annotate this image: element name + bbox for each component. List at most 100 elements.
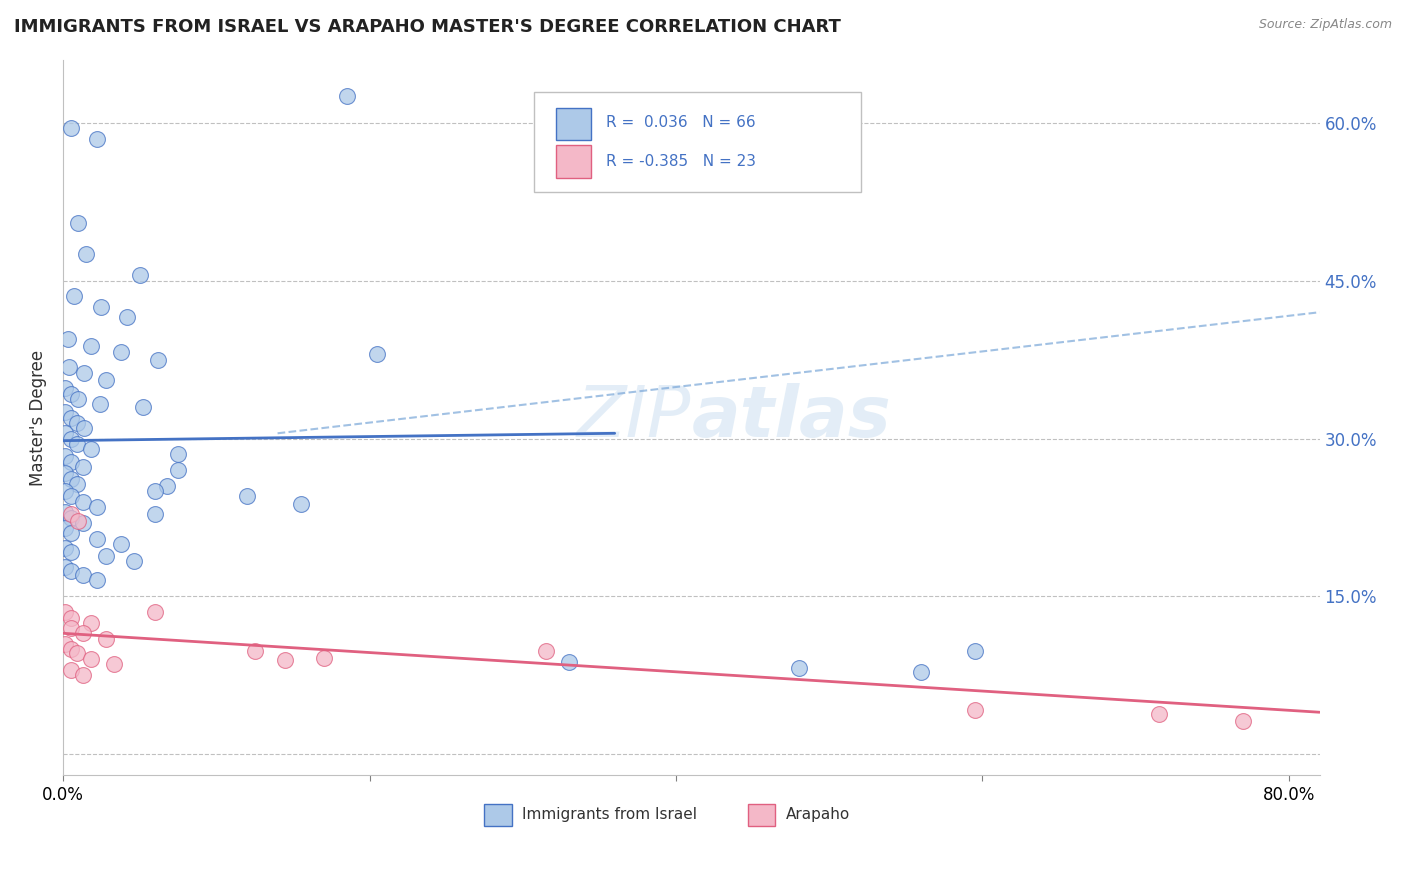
Point	[103, 657, 125, 671]
Point	[1232, 714, 1254, 728]
Point	[79, 339, 101, 353]
Point	[72, 494, 94, 508]
Point	[94, 632, 117, 646]
Point	[53, 484, 76, 499]
Point	[86, 500, 108, 514]
Point	[53, 467, 76, 481]
Point	[53, 505, 76, 519]
Point	[53, 637, 76, 651]
Text: atlas: atlas	[692, 383, 891, 452]
Point	[53, 605, 76, 619]
Point	[167, 463, 190, 477]
Point	[59, 121, 82, 136]
Text: Source: ZipAtlas.com: Source: ZipAtlas.com	[1258, 18, 1392, 31]
Point	[73, 421, 96, 435]
Point	[110, 537, 132, 551]
Point	[117, 310, 139, 325]
Point	[59, 610, 82, 624]
Point	[59, 526, 82, 541]
Text: IMMIGRANTS FROM ISRAEL VS ARAPAHO MASTER'S DEGREE CORRELATION CHART: IMMIGRANTS FROM ISRAEL VS ARAPAHO MASTER…	[14, 18, 841, 36]
Point	[143, 508, 166, 522]
Point	[59, 432, 82, 446]
FancyBboxPatch shape	[534, 92, 860, 192]
Point	[963, 644, 986, 658]
Point	[53, 560, 76, 574]
Point	[110, 345, 132, 359]
Point	[59, 564, 82, 578]
Point	[156, 479, 179, 493]
Point	[335, 89, 357, 103]
Point	[53, 426, 76, 441]
Point	[146, 352, 169, 367]
Point	[59, 508, 82, 522]
Text: Arapaho: Arapaho	[786, 807, 849, 822]
Point	[56, 332, 79, 346]
Point	[132, 400, 155, 414]
Point	[963, 703, 986, 717]
Point	[72, 460, 94, 475]
Point	[557, 655, 579, 669]
Point	[94, 549, 117, 564]
Point	[167, 447, 190, 461]
Point	[79, 651, 101, 665]
Y-axis label: Master's Degree: Master's Degree	[30, 350, 46, 485]
Text: R =  0.036   N = 66: R = 0.036 N = 66	[606, 115, 755, 130]
Point	[59, 663, 82, 677]
Point	[66, 437, 89, 451]
Point	[534, 644, 557, 658]
Point	[53, 405, 76, 419]
Point	[143, 605, 166, 619]
Point	[59, 545, 82, 559]
Point	[53, 541, 76, 555]
Point	[90, 300, 112, 314]
Point	[59, 410, 82, 425]
Point	[290, 497, 312, 511]
Point	[62, 289, 84, 303]
Text: R = -0.385   N = 23: R = -0.385 N = 23	[606, 153, 756, 169]
Bar	[748, 804, 776, 825]
Point	[67, 514, 90, 528]
Point	[79, 615, 101, 630]
Point	[59, 490, 82, 504]
Point	[66, 646, 89, 660]
Point	[89, 397, 111, 411]
Bar	[555, 145, 591, 178]
Point	[53, 450, 76, 464]
Point	[312, 650, 335, 665]
Point	[86, 573, 108, 587]
Point	[366, 347, 388, 361]
Point	[122, 554, 145, 568]
Point	[86, 532, 108, 546]
Bar	[484, 804, 512, 825]
Point	[73, 366, 96, 380]
Point	[72, 626, 94, 640]
Point	[910, 665, 932, 680]
Point	[79, 442, 101, 456]
Point	[86, 131, 108, 145]
Point	[75, 247, 97, 261]
Point	[66, 476, 89, 491]
Point	[787, 661, 810, 675]
Point	[58, 359, 80, 374]
Text: ZIP: ZIP	[576, 383, 692, 452]
Point	[67, 216, 90, 230]
Point	[59, 471, 82, 485]
Point	[67, 392, 90, 406]
Point	[53, 381, 76, 395]
Text: Immigrants from Israel: Immigrants from Israel	[522, 807, 696, 822]
Point	[72, 568, 94, 582]
Point	[236, 490, 259, 504]
Point	[243, 644, 266, 658]
Point	[59, 455, 82, 469]
Point	[94, 373, 117, 387]
Point	[1147, 707, 1170, 722]
Point	[274, 652, 297, 666]
Point	[53, 521, 76, 535]
Point	[72, 516, 94, 530]
Point	[143, 484, 166, 499]
Point	[59, 387, 82, 401]
Bar	[555, 108, 591, 140]
Point	[128, 268, 150, 283]
Point	[59, 621, 82, 635]
Point	[72, 668, 94, 682]
